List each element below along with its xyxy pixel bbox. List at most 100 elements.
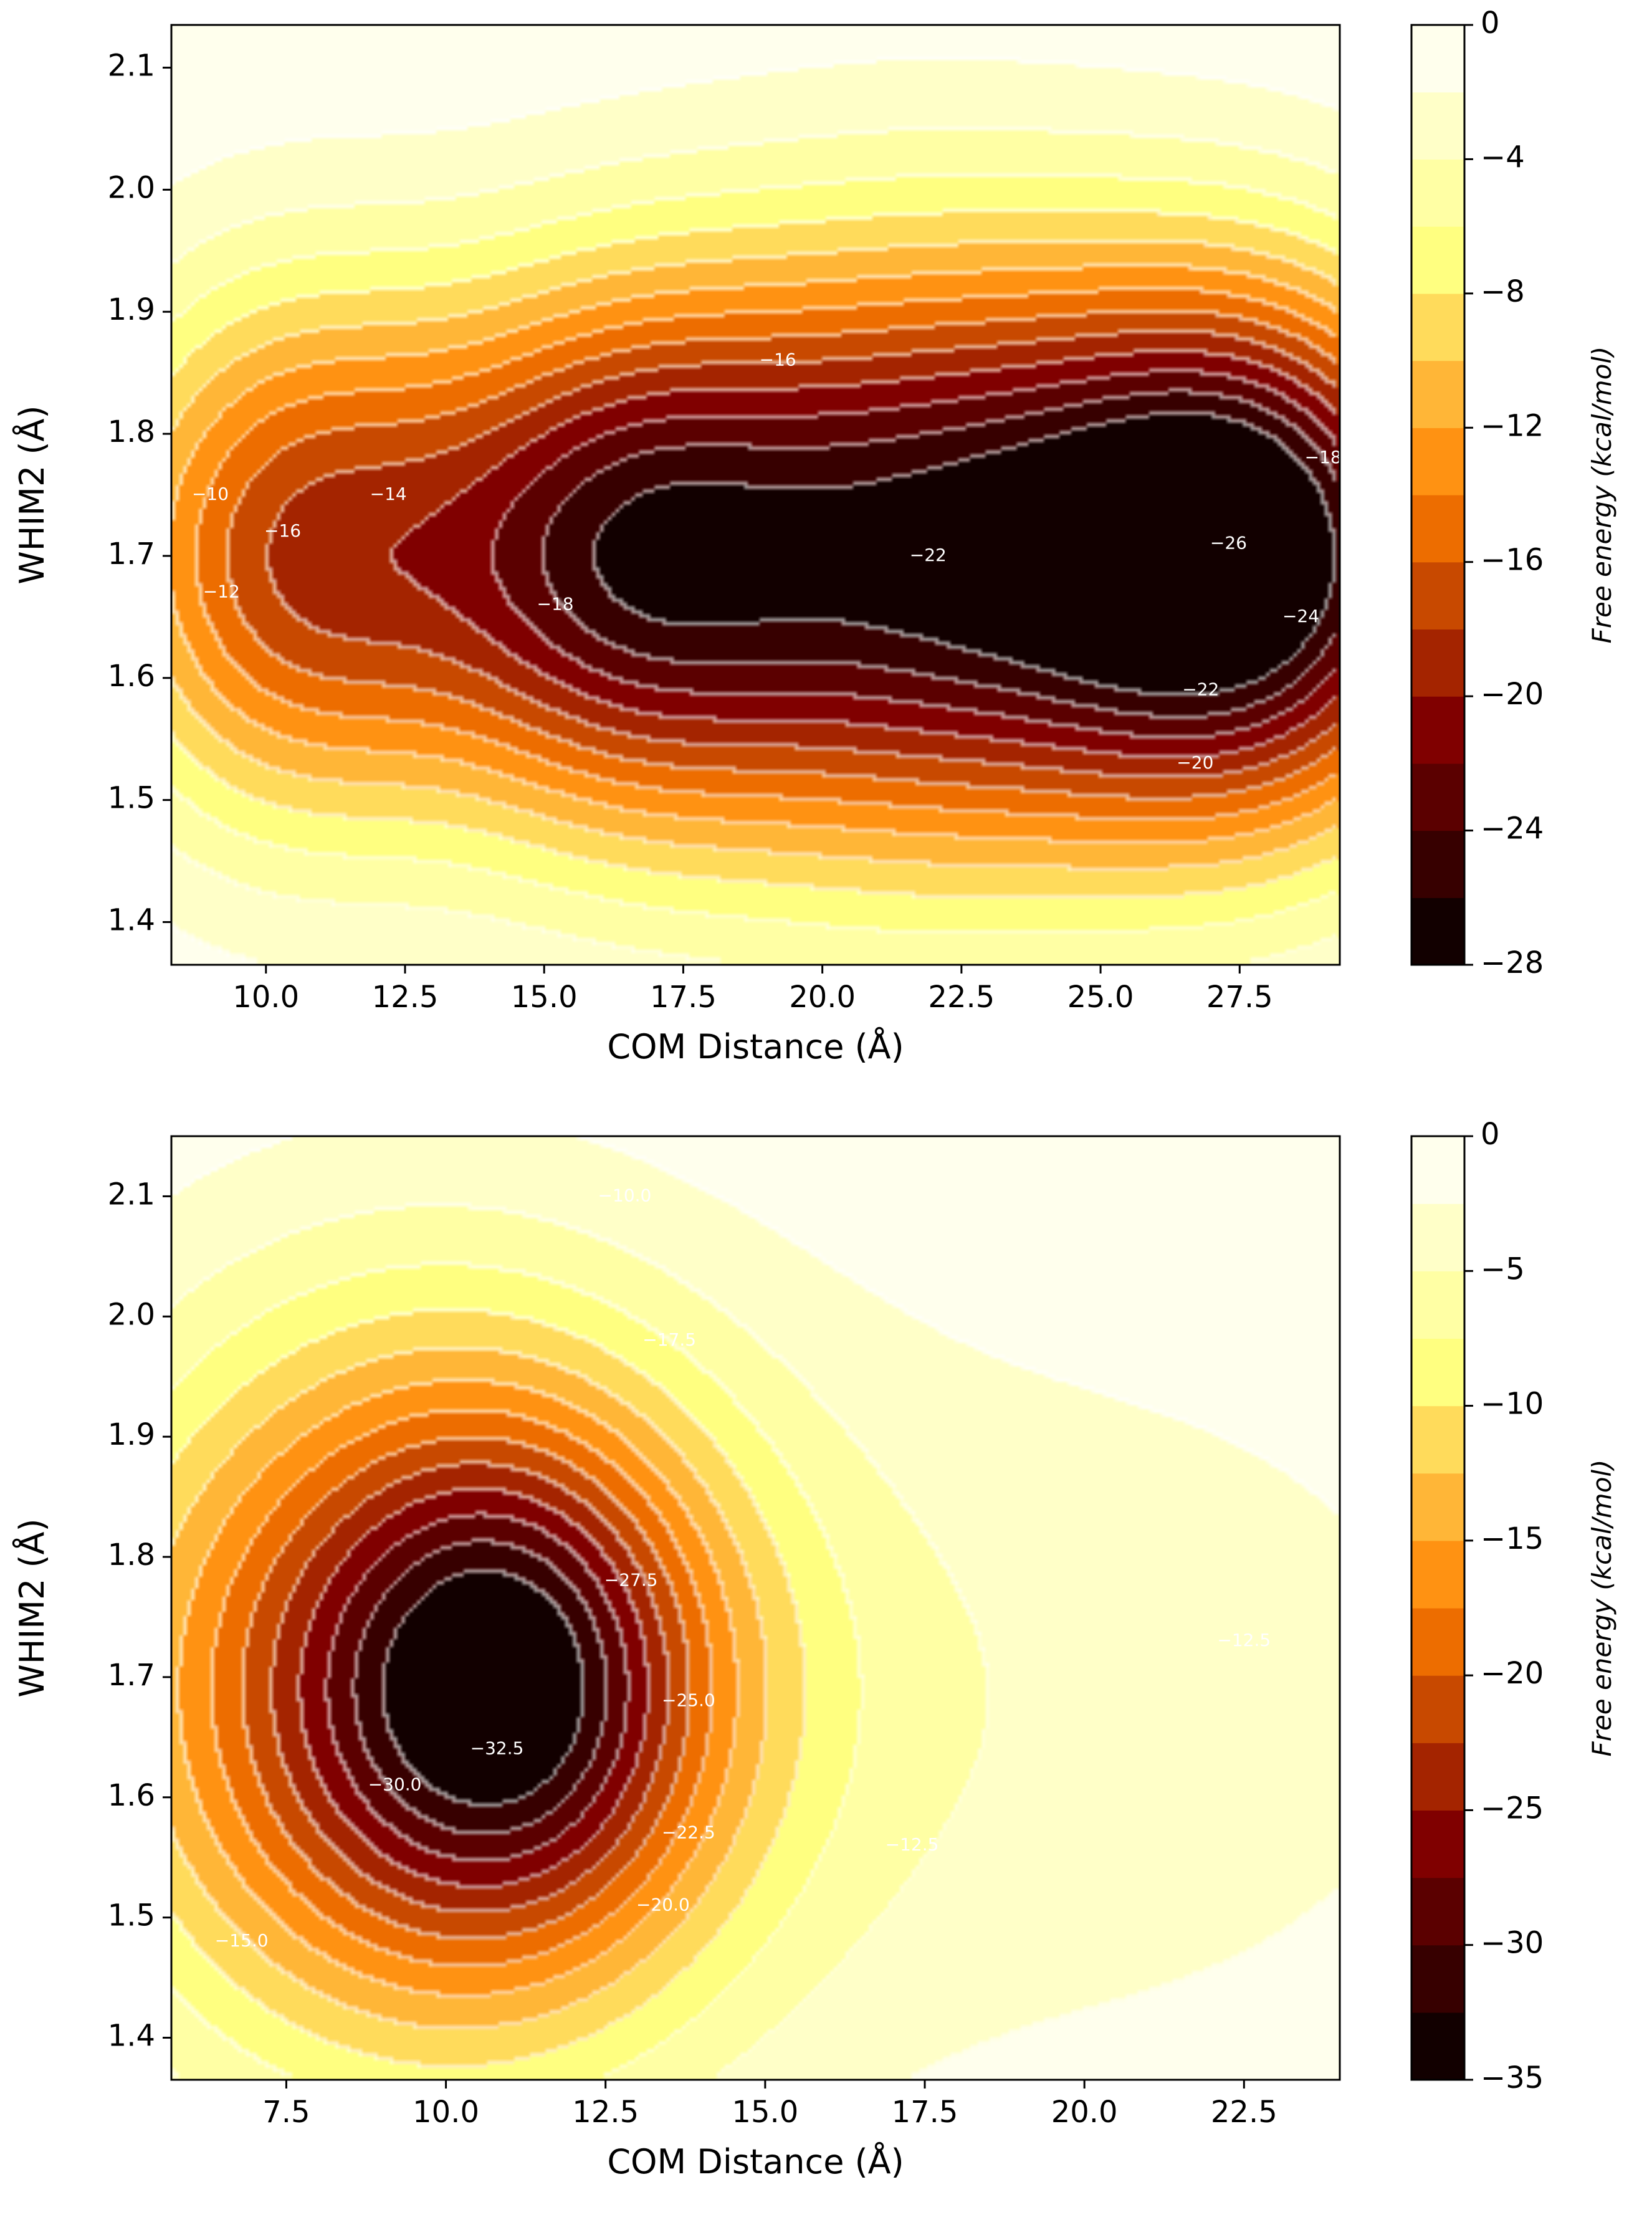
x-tick-label: 12.5 bbox=[572, 2095, 639, 2130]
colorbar-level-swatch bbox=[1411, 1405, 1464, 1474]
colorbar-tick-label: 0 bbox=[1481, 1117, 1500, 1152]
colorbar-level-swatch bbox=[1411, 360, 1464, 428]
contour-label: −22 bbox=[910, 545, 947, 565]
colorbar-tick-label: −30 bbox=[1481, 1926, 1544, 1961]
x-tick-label: 15.0 bbox=[732, 2095, 798, 2130]
contour-label: −10 bbox=[192, 484, 229, 504]
y-tick-label: 2.0 bbox=[108, 170, 155, 205]
contour-label: −16 bbox=[760, 350, 796, 370]
contour-label: −26 bbox=[1210, 532, 1247, 553]
colorbar-tick-label: −8 bbox=[1481, 274, 1525, 309]
x-axis-label: COM Distance (Å) bbox=[607, 2141, 904, 2181]
colorbar-frame bbox=[1410, 1135, 1466, 2081]
free-energy-panel-bottom: −17.5 −27.5 −25.0 −32.5 −30.0 −22.5 −20.0 −12.5… bbox=[12, 1117, 1617, 2181]
y-tick-label: 1.8 bbox=[108, 414, 155, 449]
colorbar-level-swatch bbox=[1411, 1608, 1464, 1676]
colorbar-tick-label: −16 bbox=[1481, 543, 1544, 578]
colorbar-level-swatch bbox=[1411, 830, 1464, 898]
colorbar-tick-label: −25 bbox=[1481, 1791, 1544, 1825]
y-tick-label: 1.6 bbox=[108, 1778, 155, 1813]
x-tick-label: 17.5 bbox=[650, 980, 717, 1015]
contour-label: −32.5 bbox=[470, 1738, 524, 1759]
contour-label: −14 bbox=[370, 484, 407, 504]
colorbar-level-swatch bbox=[1411, 428, 1464, 495]
colorbar-label: Free energy (kcal/mol) bbox=[1587, 347, 1617, 644]
colorbar-level-swatch bbox=[1411, 1338, 1464, 1407]
colorbar-level-swatch bbox=[1411, 159, 1464, 227]
contour-label: −25.0 bbox=[662, 1690, 715, 1710]
colorbar-level-swatch bbox=[1411, 2012, 1464, 2080]
colorbar-level-swatch bbox=[1411, 696, 1464, 764]
x-tick-label: 7.5 bbox=[262, 2095, 310, 2130]
x-tick-label: 17.5 bbox=[892, 2095, 958, 2130]
colorbar-frame bbox=[1410, 24, 1466, 966]
y-tick-label: 2.1 bbox=[108, 1177, 155, 1212]
colorbar-tick-label: −20 bbox=[1481, 1656, 1544, 1691]
x-tick-label: 22.5 bbox=[928, 980, 995, 1015]
colorbar-level-swatch bbox=[1411, 1473, 1464, 1541]
x-tick-label: 10.0 bbox=[413, 2095, 479, 2130]
y-tick-label: 1.4 bbox=[108, 2018, 155, 2053]
colorbar-tick-label: −24 bbox=[1481, 811, 1544, 846]
colorbar-level-swatch bbox=[1411, 1540, 1464, 1609]
y-axis-label: WHIM2 (Å) bbox=[12, 405, 52, 584]
contour-label: −27.5 bbox=[604, 1570, 658, 1591]
colorbar-tick-label: −20 bbox=[1481, 677, 1544, 712]
contour-label: −18 bbox=[537, 593, 574, 614]
y-tick-label: 1.8 bbox=[108, 1538, 155, 1572]
y-tick-label: 1.7 bbox=[108, 1658, 155, 1693]
colorbar-tick-label: 0 bbox=[1481, 6, 1500, 41]
colorbar-level-swatch bbox=[1411, 1675, 1464, 1743]
contour-label: −20 bbox=[1177, 752, 1213, 773]
colorbar-tick-label: −15 bbox=[1481, 1521, 1544, 1556]
contour-label: −15.0 bbox=[215, 1930, 269, 1951]
colorbar-level-swatch bbox=[1411, 25, 1464, 93]
free-energy-panel-top: −16 −14 −12 −10 −18 −16 −22 −26 −24 −22 −20 −18 10.0… bbox=[12, 6, 1617, 1066]
plot-frame bbox=[170, 24, 1341, 966]
y-tick-label: 1.6 bbox=[108, 659, 155, 694]
colorbar-tick-label: −28 bbox=[1481, 945, 1544, 980]
y-axis-label: WHIM2 (Å) bbox=[12, 1518, 52, 1697]
contour-field bbox=[171, 25, 1340, 965]
y-tick-label: 1.9 bbox=[108, 292, 155, 327]
contour-label: −16 bbox=[264, 520, 301, 541]
x-tick-label: 27.5 bbox=[1206, 980, 1273, 1015]
colorbar-level-swatch bbox=[1411, 1271, 1464, 1339]
x-tick-label: 20.0 bbox=[789, 980, 856, 1015]
colorbar-label: Free energy (kcal/mol) bbox=[1587, 1460, 1617, 1757]
contour-label: −24 bbox=[1282, 606, 1319, 626]
plot-frame bbox=[170, 1135, 1341, 2081]
y-tick-label: 2.1 bbox=[108, 49, 155, 84]
contour-label: −10.0 bbox=[598, 1185, 652, 1205]
y-tick-label: 1.7 bbox=[108, 537, 155, 572]
y-tick-label: 2.0 bbox=[108, 1297, 155, 1332]
colorbar-level-swatch bbox=[1411, 763, 1464, 831]
contour-label: −12.5 bbox=[1217, 1630, 1271, 1650]
colorbar-tick-label: −5 bbox=[1481, 1251, 1525, 1286]
y-tick-label: 1.9 bbox=[108, 1417, 155, 1452]
contour-label: −12 bbox=[203, 581, 240, 602]
contour-label: −20.0 bbox=[636, 1894, 690, 1915]
colorbar-level-swatch bbox=[1411, 629, 1464, 697]
contour-field bbox=[171, 1136, 1340, 2080]
x-axis-label: COM Distance (Å) bbox=[607, 1026, 904, 1066]
x-tick-label: 10.0 bbox=[232, 980, 299, 1015]
colorbar-tick-label: −35 bbox=[1481, 2060, 1544, 2095]
contour-label: −22.5 bbox=[662, 1822, 715, 1843]
colorbar-tick-label: −4 bbox=[1481, 140, 1525, 175]
colorbar-level-swatch bbox=[1411, 1945, 1464, 2013]
x-tick-label: 20.0 bbox=[1051, 2095, 1118, 2130]
contour-label: −30.0 bbox=[368, 1774, 422, 1794]
contour-label: −18 bbox=[1305, 447, 1342, 467]
colorbar-level-swatch bbox=[1411, 293, 1464, 361]
x-tick-label: 22.5 bbox=[1211, 2095, 1277, 2130]
colorbar-level-swatch bbox=[1411, 226, 1464, 294]
x-tick-label: 12.5 bbox=[372, 980, 439, 1015]
y-tick-label: 1.5 bbox=[108, 1898, 155, 1933]
colorbar-level-swatch bbox=[1411, 1877, 1464, 1946]
colorbar-level-swatch bbox=[1411, 897, 1464, 965]
colorbar-tick-label: −10 bbox=[1481, 1387, 1544, 1422]
colorbar-level-swatch bbox=[1411, 562, 1464, 630]
contour-label: −12.5 bbox=[886, 1834, 939, 1855]
